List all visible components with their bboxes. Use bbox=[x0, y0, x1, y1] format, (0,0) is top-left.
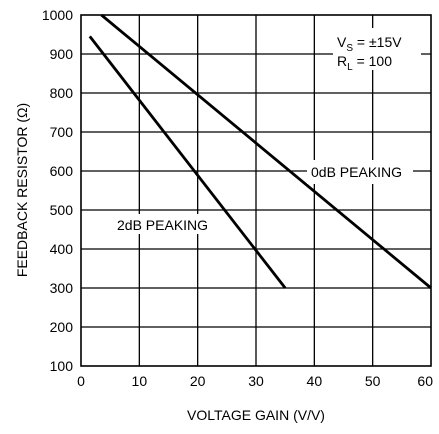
x-axis-title: VOLTAGE GAIN (V/V) bbox=[187, 407, 325, 423]
y-tick-label: 400 bbox=[50, 241, 74, 257]
y-tick-label: 700 bbox=[50, 124, 74, 140]
series-label-2db: 2dB PEAKING bbox=[117, 217, 208, 233]
conditions-background bbox=[333, 28, 421, 70]
y-tick-label: 300 bbox=[50, 280, 74, 296]
x-tick-label: 20 bbox=[190, 373, 206, 389]
series-label-0db: 0dB PEAKING bbox=[311, 164, 402, 180]
load-resistance-label: RL = 100 bbox=[337, 53, 392, 73]
x-tick-label: 0 bbox=[77, 373, 85, 389]
supply-voltage-label: VS = ±15V bbox=[337, 34, 402, 54]
x-tick-label: 60 bbox=[417, 373, 433, 389]
label-0db-background bbox=[307, 160, 413, 184]
y-tick-labels: 100 200 300 400 500 600 700 800 900 1000 bbox=[42, 7, 73, 374]
series-line-0 bbox=[100, 13, 432, 290]
y-tick-label: 900 bbox=[50, 46, 74, 62]
y-tick-label: 1000 bbox=[42, 7, 73, 23]
x-tick-label: 40 bbox=[307, 373, 323, 389]
series-line-1 bbox=[88, 35, 287, 289]
y-tick-label: 600 bbox=[50, 163, 74, 179]
y-tick-label: 200 bbox=[50, 319, 74, 335]
y-tick-label: 100 bbox=[50, 358, 74, 374]
x-tick-label: 50 bbox=[365, 373, 381, 389]
y-tick-label: 800 bbox=[50, 85, 74, 101]
y-tick-label: 500 bbox=[50, 202, 74, 218]
series-layer bbox=[88, 13, 432, 290]
x-tick-labels: 0 10 20 30 40 50 60 bbox=[77, 373, 433, 389]
plot-frame bbox=[80, 14, 432, 367]
x-tick-label: 30 bbox=[248, 373, 264, 389]
y-axis-title: FEEDBACK RESISTOR (Ω) bbox=[14, 103, 30, 277]
x-tick-label: 10 bbox=[132, 373, 148, 389]
label-2db-background bbox=[113, 214, 224, 234]
